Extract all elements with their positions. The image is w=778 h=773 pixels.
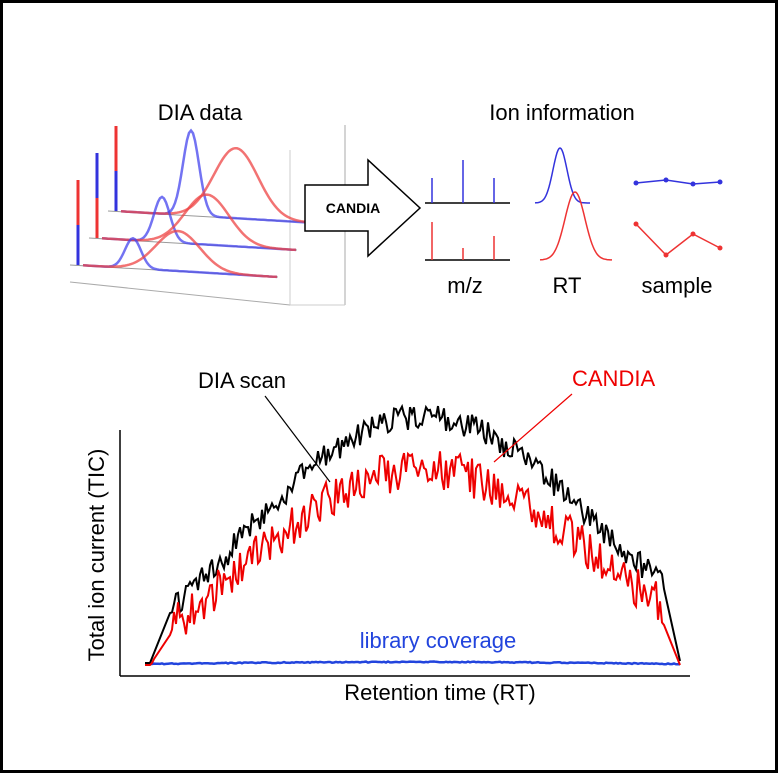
y-axis-label: Total ion current (TIC) (84, 449, 109, 662)
arrow (304, 158, 422, 258)
library-curve (150, 660, 680, 666)
panel-title: DIA data (158, 100, 243, 125)
ion-label: RT (553, 273, 582, 298)
annotation: DIA scan (198, 368, 286, 393)
dia-shape (69, 281, 291, 306)
ion-info (425, 147, 723, 261)
x-axis-label: Retention time (RT) (344, 680, 536, 705)
annotation: CANDIA (572, 366, 655, 391)
dia-curve (145, 403, 681, 664)
candia-curve (145, 451, 681, 666)
ion-label: sample (642, 273, 713, 298)
annotation-line (264, 395, 331, 483)
arrow-label: CANDIA (326, 200, 380, 216)
dia-panel (69, 125, 346, 306)
library-label: library coverage (360, 628, 517, 653)
panel-title: Ion information (489, 100, 635, 125)
ion-label: m/z (447, 273, 482, 298)
annotation-line (493, 393, 573, 463)
dia-shape (82, 229, 278, 279)
